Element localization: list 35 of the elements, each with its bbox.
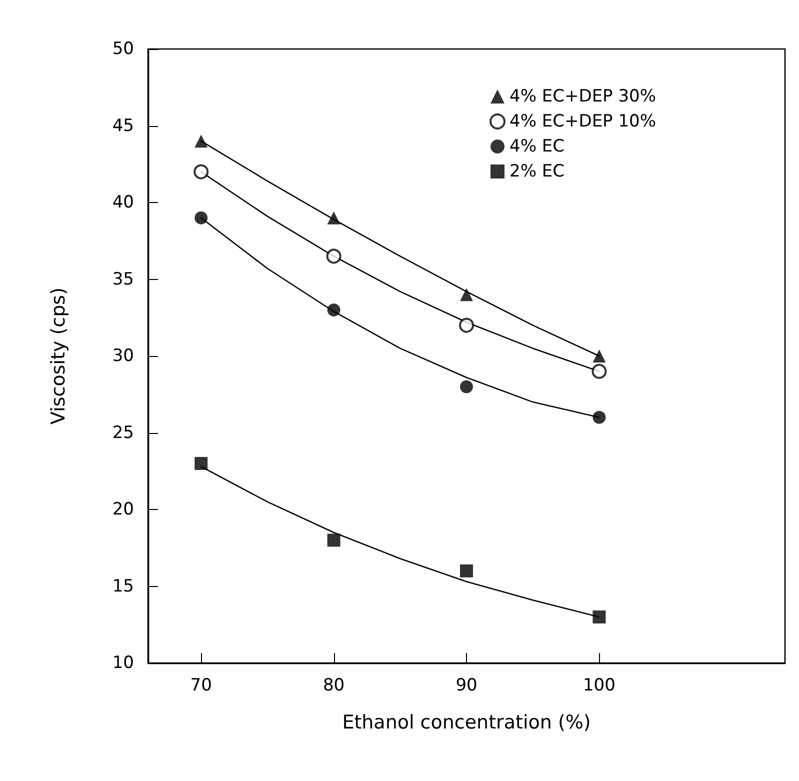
point: [194, 456, 208, 470]
point: [592, 410, 606, 424]
point: [460, 288, 473, 302]
point: [327, 303, 340, 316]
point: [460, 380, 473, 394]
point: [194, 134, 208, 148]
y-tick-label: 35: [112, 269, 134, 290]
y-tick-label: 30: [112, 346, 134, 366]
legend-label: 4% EC+DEP 10%: [510, 112, 656, 132]
legend-label: 4% EC+DEP 30%: [510, 86, 656, 106]
point: [194, 164, 209, 180]
x-axis-title: Ethanol concentration (%): [342, 712, 591, 734]
x-tick-label: 80: [322, 676, 345, 696]
legend-label: 4% EC: [510, 136, 564, 156]
y-tick-label: 10: [112, 653, 134, 673]
y-tick-label: 25: [112, 422, 134, 443]
point: [327, 534, 340, 547]
y-tick-label: 45: [112, 116, 134, 136]
x-tick-label: 100: [582, 676, 616, 696]
point: [460, 564, 473, 578]
y-tick-label: 40: [112, 192, 134, 212]
y-tick-label: 20: [112, 500, 134, 520]
x-tick-label: 70: [190, 676, 212, 696]
point: [327, 211, 340, 224]
point: [592, 364, 607, 379]
point: [459, 318, 474, 333]
y-tick-label: 50: [112, 39, 134, 59]
point: [326, 248, 342, 264]
legend-label: 2% EC: [510, 162, 564, 182]
x-tick-label: 90: [456, 676, 478, 696]
y-axis-title: Viscosity (cps): [48, 288, 70, 424]
point: [592, 350, 606, 362]
point: [592, 610, 606, 624]
y-tick-label: 15: [112, 576, 134, 596]
point: [194, 211, 208, 224]
